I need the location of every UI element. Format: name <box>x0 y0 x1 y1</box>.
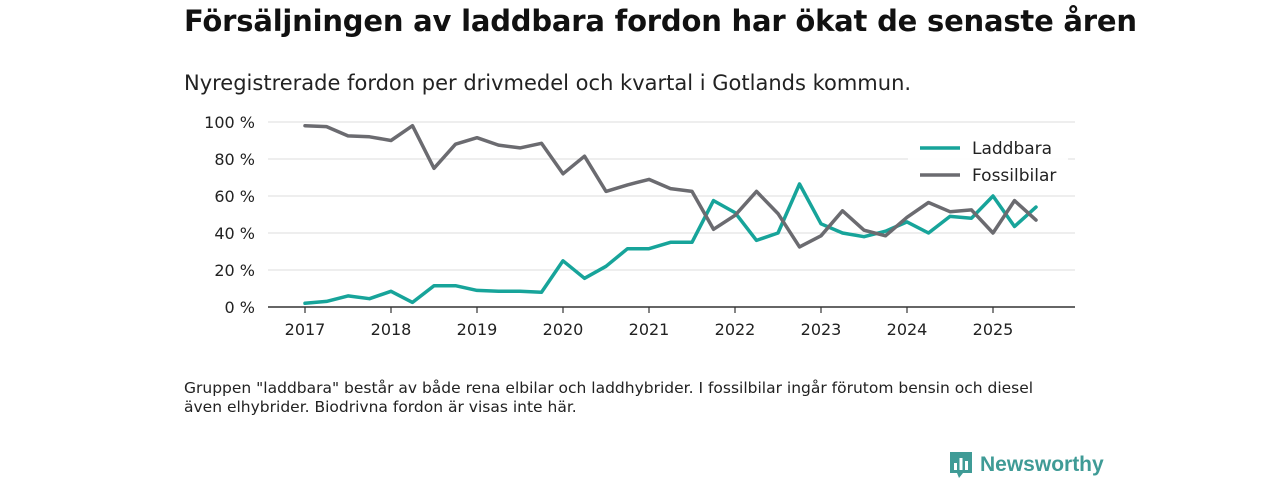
chart-logo-icon <box>950 452 972 478</box>
x-tick-label: 2022 <box>715 320 756 339</box>
series-layer <box>303 123 1038 306</box>
y-tick-label: 80 % <box>214 150 255 169</box>
y-tick-label: 60 % <box>214 187 255 206</box>
axis-layer: 0 % 20 % 40 % 60 % 80 % 100 % 2017 2018 2019 2020… <box>204 113 1075 339</box>
legend-label: Laddbara <box>972 139 1052 159</box>
x-tick-label: 2020 <box>543 320 584 339</box>
chart-subtitle: Nyregistrerade fordon per drivmedel och … <box>184 71 912 95</box>
x-tick-label: 2021 <box>629 320 670 339</box>
legend: Laddbara Fossilbilar <box>908 130 1068 188</box>
legend-label: Fossilbilar <box>972 166 1056 186</box>
y-tick-label: 0 % <box>225 298 255 317</box>
x-tick-label: 2019 <box>457 320 498 339</box>
legend-background <box>908 130 1068 188</box>
brand-name: Newsworthy <box>980 453 1104 476</box>
x-tick-label: 2025 <box>973 320 1014 339</box>
x-tick-label: 2024 <box>887 320 928 339</box>
line-chart: 0 % 20 % 40 % 60 % 80 % 100 % 2017 2018 2019 2020… <box>204 113 1075 339</box>
x-tick-label: 2018 <box>371 320 412 339</box>
y-tick-label: 20 % <box>214 261 255 280</box>
y-tick-label: 40 % <box>214 224 255 243</box>
x-tick-label: 2017 <box>285 320 326 339</box>
chart-footnote: Gruppen "laddbara" består av både rena e… <box>184 379 1034 416</box>
y-tick-label: 100 % <box>204 113 255 132</box>
x-tick-label: 2023 <box>801 320 842 339</box>
brand-logo[interactable]: Newsworthy <box>948 450 1104 480</box>
series-line-laddbara <box>303 182 1038 306</box>
series-line-fossilbilar <box>303 123 1038 249</box>
chart-title: Försäljningen av laddbara fordon har öka… <box>184 4 1137 38</box>
